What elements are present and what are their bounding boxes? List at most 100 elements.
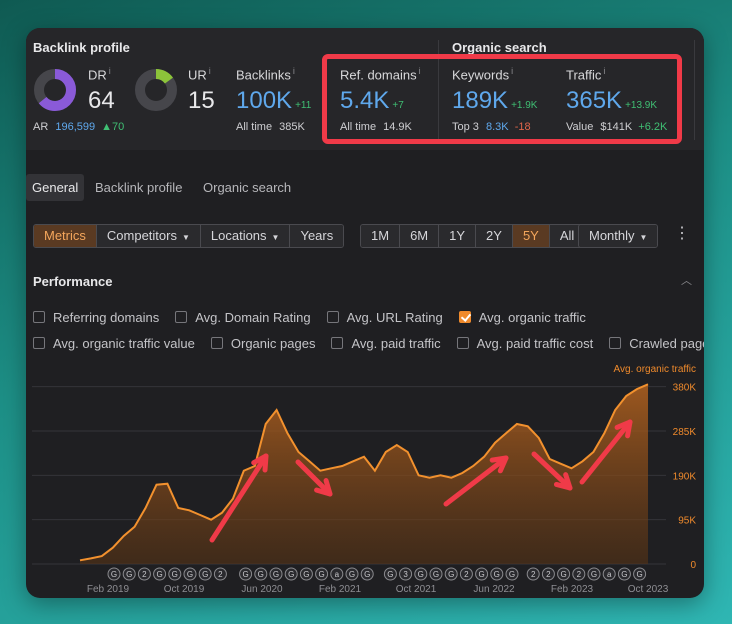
chevron-up-icon[interactable]: ︿ (681, 275, 692, 287)
option-referring-domains[interactable]: Referring domains (33, 310, 159, 325)
range-6m[interactable]: 6M (400, 225, 440, 247)
annotation-badge[interactable] (383, 567, 397, 581)
backlinks-value[interactable]: 100K +11 (236, 87, 312, 114)
annotation-badge[interactable] (459, 567, 473, 581)
checkbox[interactable] (210, 337, 223, 349)
annotation-badge[interactable] (198, 567, 212, 581)
checkbox[interactable] (331, 337, 344, 349)
ahrefs-panel: Backlink profile DR i 64 AR 196,599 ▲70 U… (26, 28, 704, 598)
option-avg-organic-traffic-value[interactable]: Avg. organic traffic value (33, 336, 195, 351)
annotation-label: 2 (577, 570, 582, 579)
ref-domains-value[interactable]: 5.4K +7 (340, 87, 404, 114)
chevron-down-icon: ▼ (271, 233, 280, 242)
range-1m[interactable]: 1M (361, 225, 401, 247)
traffic-value[interactable]: 365K +13.9K (566, 87, 658, 114)
annotation-label: G (418, 570, 424, 579)
annotation-badge[interactable] (505, 567, 519, 581)
annotation-badge[interactable] (299, 567, 313, 581)
option-avg-domain-rating[interactable]: Avg. Domain Rating (175, 310, 311, 325)
option-avg-paid-traffic-cost[interactable]: Avg. paid traffic cost (456, 336, 593, 351)
annotation-badge[interactable] (557, 567, 571, 581)
checkbox[interactable] (33, 311, 45, 323)
tab-organic-search[interactable]: Organic search (203, 180, 292, 195)
annotation-badge[interactable] (633, 567, 647, 581)
red-arrow-icon (295, 459, 333, 497)
annotation-label: G (494, 570, 500, 579)
checkbox[interactable] (609, 337, 622, 349)
tab-general[interactable]: General (26, 174, 85, 201)
annotation-badge[interactable] (254, 567, 268, 581)
dr-value: 64 (88, 87, 115, 114)
locations-dropdown[interactable]: Locations ▼ (200, 225, 291, 247)
annotation-badge[interactable] (414, 567, 428, 581)
annotation-badge[interactable] (213, 567, 227, 581)
annotation-badge[interactable] (330, 567, 344, 581)
annotation-badge[interactable] (541, 567, 555, 581)
annotation-label: G (318, 570, 324, 579)
annotation-badge[interactable] (602, 567, 616, 581)
ur-donut (135, 69, 177, 111)
annotation-badge[interactable] (617, 567, 631, 581)
metrics-button[interactable]: Metrics (34, 225, 97, 247)
range-all[interactable]: All (549, 225, 585, 247)
annotation-badge[interactable] (315, 567, 329, 581)
annotation-badge[interactable] (490, 567, 504, 581)
checkbox[interactable] (326, 311, 339, 323)
red-arrow-icon (531, 451, 573, 491)
range-5y[interactable]: 5Y (512, 225, 550, 247)
annotation-badge[interactable] (284, 567, 298, 581)
annotation-badge[interactable] (360, 567, 374, 581)
annotation-badge[interactable] (239, 567, 253, 581)
annotation-label: G (172, 570, 178, 579)
checkbox[interactable] (175, 311, 188, 323)
annotation-badge[interactable] (168, 567, 182, 581)
checkbox[interactable] (33, 337, 45, 349)
option-avg-paid-traffic[interactable]: Avg. paid traffic (331, 336, 441, 351)
annotation-label: G (349, 570, 355, 579)
ar-stat: AR 196,599 ▲70 (33, 121, 125, 133)
annotation-badge[interactable] (183, 567, 197, 581)
annotation-badge[interactable] (587, 567, 601, 581)
range-1y[interactable]: 1Y (439, 225, 477, 247)
dr-donut (34, 69, 76, 111)
annotation-label: G (387, 570, 393, 579)
annotation-badge[interactable] (399, 567, 413, 581)
option-organic-pages[interactable]: Organic pages (210, 335, 316, 351)
annotation-badge[interactable] (153, 567, 167, 581)
annotation-label: 3 (403, 570, 408, 579)
keywords-value[interactable]: 189K +1.9K (452, 87, 538, 114)
annotation-badge[interactable] (526, 567, 540, 581)
y-tick-label: 285K (673, 427, 697, 438)
metric-options-row-2: Avg. organic traffic value Organic pages A… (33, 334, 704, 352)
arrow-head (553, 472, 573, 491)
checkbox-label: Avg. organic traffic value (53, 335, 195, 351)
ref-domains-all-time: All time 14.9K (340, 121, 412, 133)
checkbox[interactable] (456, 337, 469, 349)
y-tick-label: 190K (673, 471, 697, 482)
option-crawled-pages[interactable]: Crawled pages (609, 336, 704, 351)
annotation-badge[interactable] (269, 567, 283, 581)
annotation-label: G (288, 570, 294, 579)
annotation-badge[interactable] (345, 567, 359, 581)
tab-backlink-profile[interactable]: Backlink profile (95, 180, 183, 195)
interval-dropdown[interactable]: Monthly ▼ (578, 224, 659, 248)
chevron-down-icon: ▼ (181, 233, 190, 242)
checkbox-label: Organic pages (230, 335, 316, 351)
annotation-label: G (126, 570, 132, 579)
annotation-badge[interactable] (572, 567, 586, 581)
annotation-badge[interactable] (137, 567, 151, 581)
competitors-dropdown[interactable]: Competitors ▼ (96, 225, 201, 247)
annotation-badge[interactable] (122, 567, 136, 581)
option-avg-url-rating[interactable]: Avg. URL Rating (326, 310, 443, 325)
checkbox[interactable] (458, 311, 471, 323)
more-options-icon[interactable]: ⋮ (674, 225, 690, 242)
annotation-badge[interactable] (107, 567, 121, 581)
interval-select[interactable]: Monthly ▼ (579, 225, 658, 247)
annotation-badge[interactable] (444, 567, 458, 581)
range-2y[interactable]: 2Y (476, 225, 513, 247)
years-button[interactable]: Years (290, 225, 344, 247)
annotation-label: G (509, 570, 515, 579)
annotation-badge[interactable] (429, 567, 443, 581)
annotation-badge[interactable] (475, 567, 489, 581)
option-avg-organic-traffic[interactable]: Avg. organic traffic (458, 310, 586, 325)
